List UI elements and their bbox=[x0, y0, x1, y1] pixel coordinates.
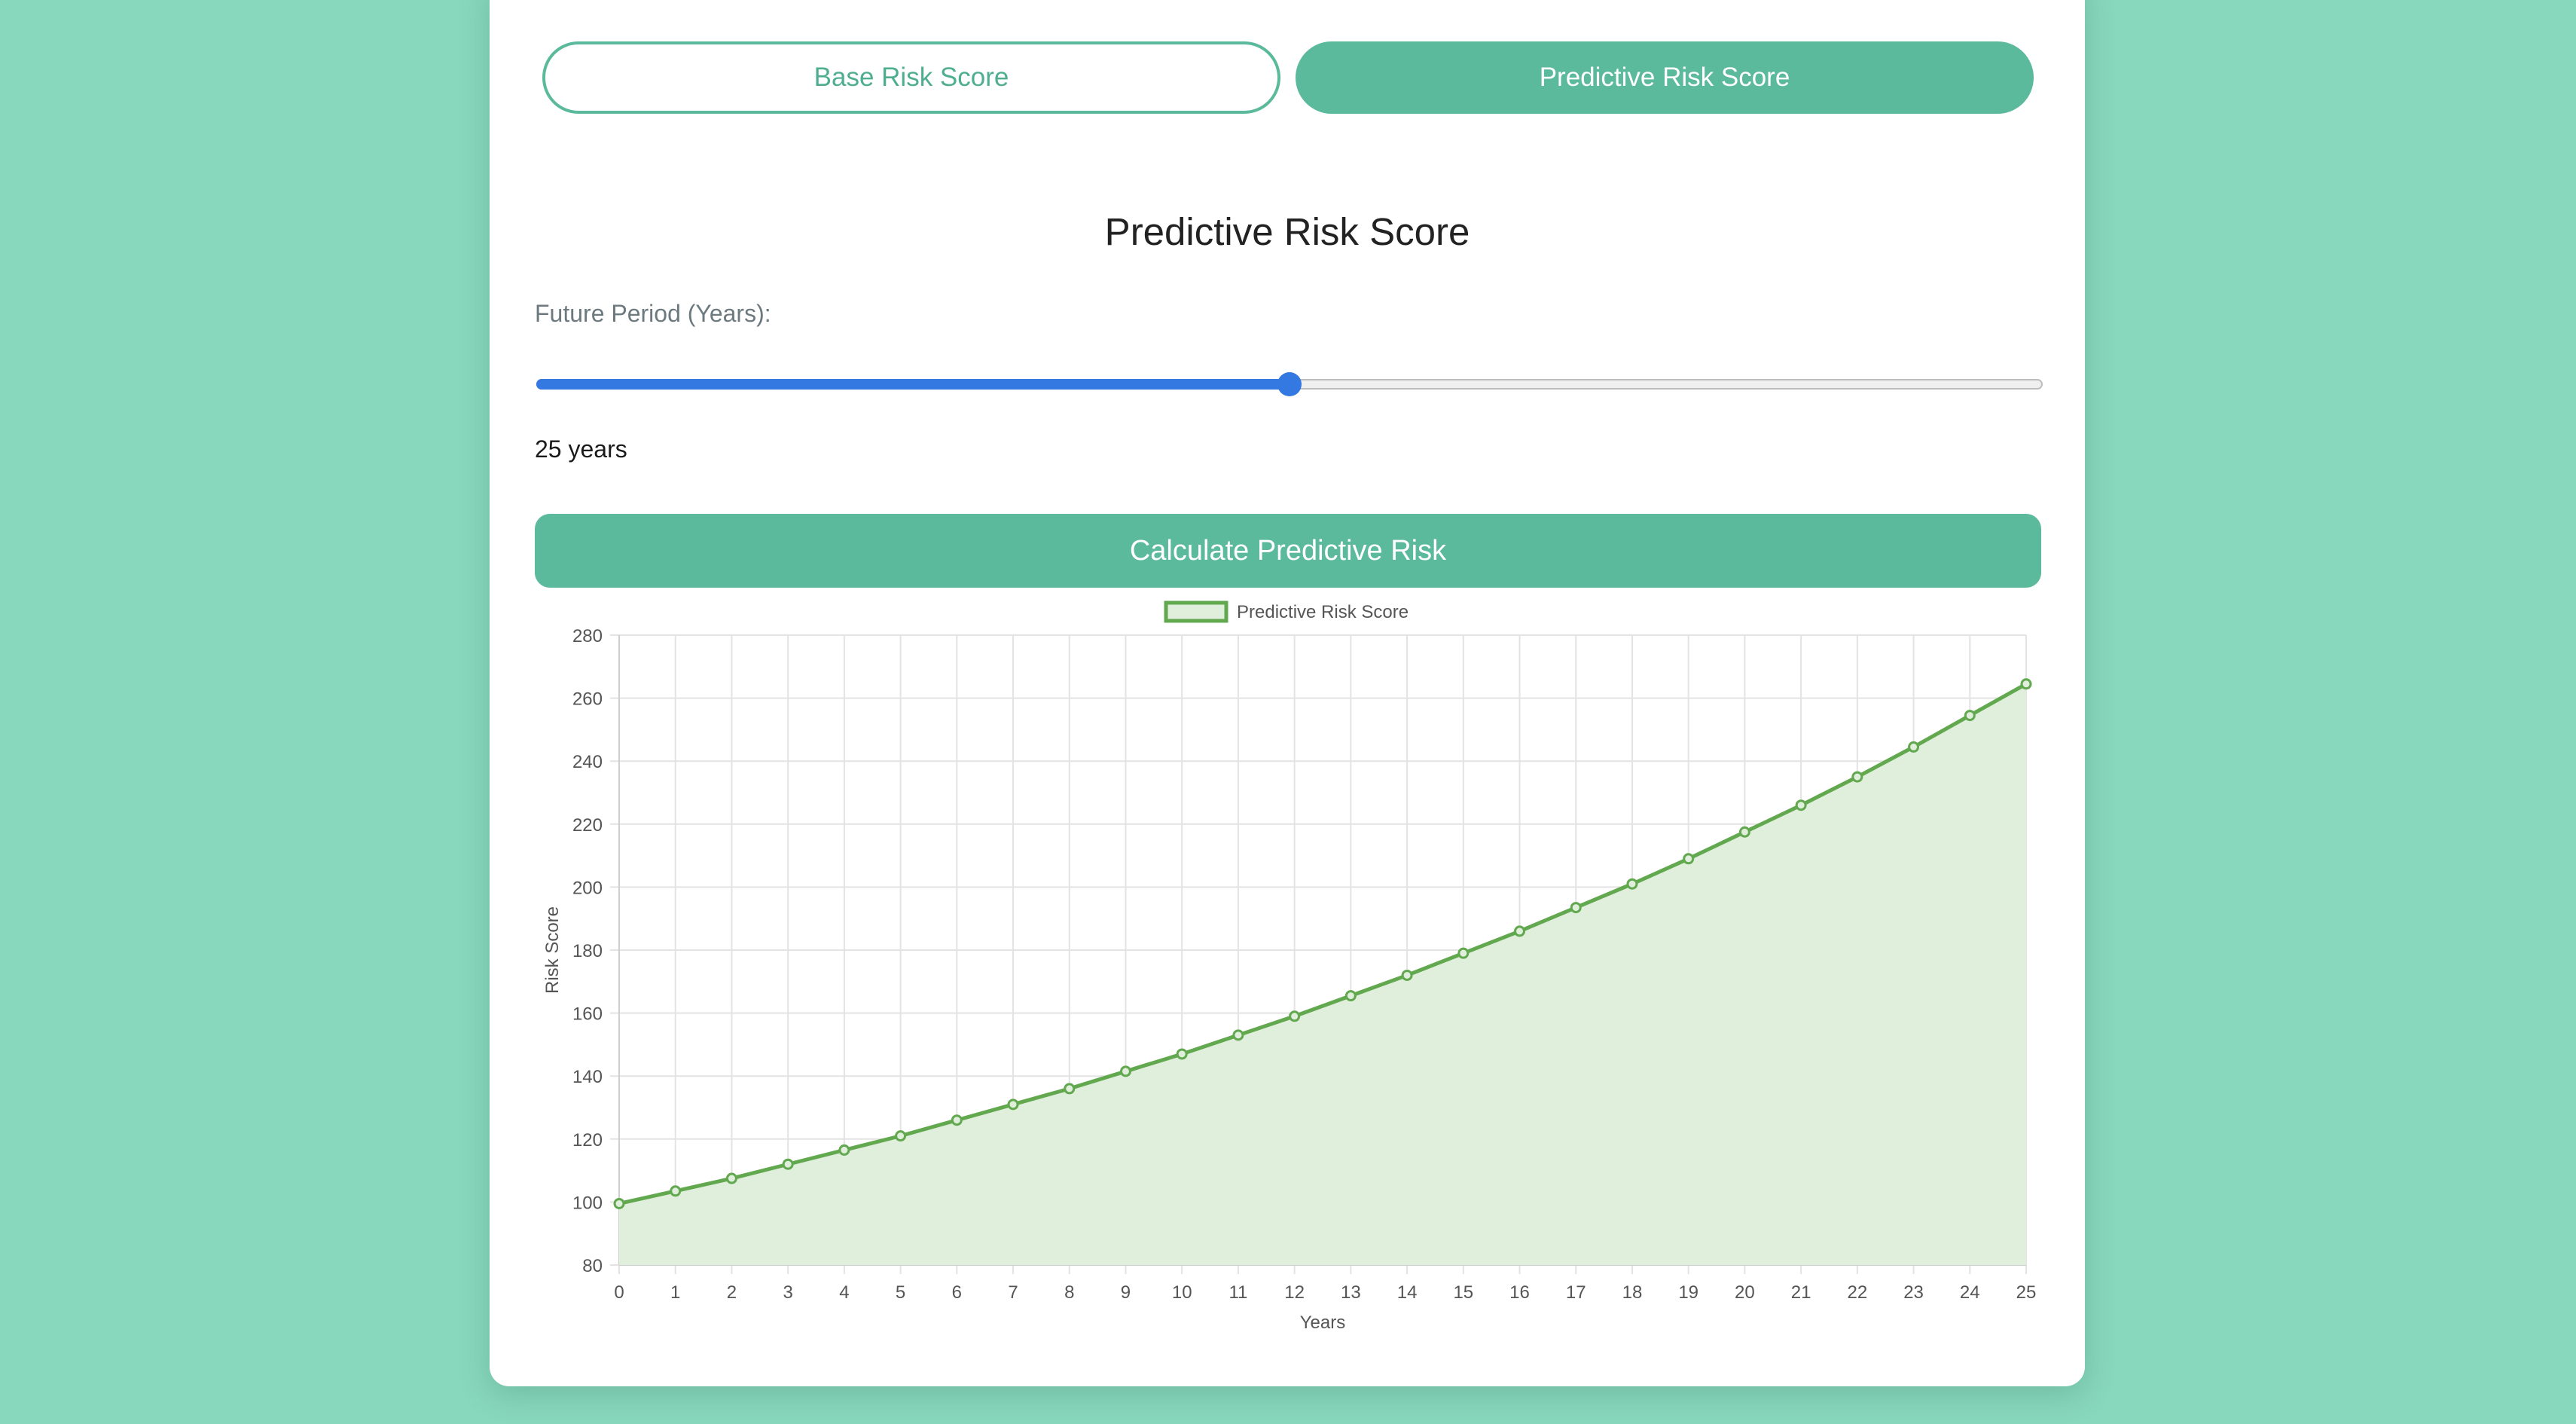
tab-base-risk-score[interactable]: Base Risk Score bbox=[542, 41, 1280, 114]
data-point bbox=[782, 1158, 794, 1170]
data-point bbox=[1683, 853, 1695, 865]
y-tick-label: 200 bbox=[572, 878, 603, 898]
y-tick-label: 120 bbox=[572, 1130, 603, 1151]
tab-predictive-risk-score[interactable]: Predictive Risk Score bbox=[1296, 41, 2034, 114]
x-axis-title: Years bbox=[1300, 1312, 1346, 1333]
x-tick-label: 6 bbox=[952, 1282, 962, 1303]
x-tick-label: 15 bbox=[1453, 1282, 1473, 1303]
x-tick-label: 3 bbox=[783, 1282, 792, 1303]
data-point bbox=[1176, 1048, 1188, 1060]
data-point bbox=[2020, 678, 2032, 690]
data-point bbox=[1570, 902, 1582, 914]
x-tick-label: 17 bbox=[1566, 1282, 1586, 1303]
y-tick-label: 100 bbox=[572, 1193, 603, 1213]
y-tick-label: 160 bbox=[572, 1004, 603, 1025]
data-point bbox=[1964, 710, 1976, 722]
data-point bbox=[725, 1172, 737, 1184]
legend-label: Predictive Risk Score bbox=[1237, 602, 1409, 622]
data-point bbox=[1851, 771, 1863, 783]
x-tick-label: 16 bbox=[1509, 1282, 1530, 1303]
data-point bbox=[895, 1130, 907, 1142]
y-tick-label: 80 bbox=[582, 1256, 603, 1276]
x-tick-label: 8 bbox=[1064, 1282, 1074, 1303]
slider-fill bbox=[536, 379, 1290, 390]
series-area-fill bbox=[619, 683, 2026, 1265]
x-tick-label: 18 bbox=[1622, 1282, 1643, 1303]
x-tick-label: 10 bbox=[1172, 1282, 1192, 1303]
future-period-label: Future Period (Years): bbox=[535, 300, 771, 327]
slider-thumb[interactable] bbox=[1277, 372, 1302, 396]
x-tick-label: 22 bbox=[1847, 1282, 1867, 1303]
data-point bbox=[670, 1185, 682, 1197]
data-point bbox=[1232, 1029, 1244, 1041]
y-axis-title: Risk Score bbox=[542, 906, 563, 994]
section-title: Predictive Risk Score bbox=[1104, 210, 1470, 253]
series-line bbox=[618, 682, 2028, 1206]
data-point bbox=[1457, 947, 1470, 959]
y-tick-label: 240 bbox=[572, 752, 603, 772]
x-tick-label: 4 bbox=[839, 1282, 849, 1303]
x-tick-label: 21 bbox=[1791, 1282, 1811, 1303]
x-tick-label: 23 bbox=[1903, 1282, 1924, 1303]
y-tick-label: 280 bbox=[572, 626, 603, 646]
x-tick-label: 14 bbox=[1397, 1282, 1418, 1303]
calculate-predictive-risk-button[interactable]: Calculate Predictive Risk bbox=[535, 514, 2041, 588]
x-tick-label: 20 bbox=[1735, 1282, 1755, 1303]
data-point bbox=[1064, 1083, 1076, 1095]
x-tick-label: 11 bbox=[1228, 1282, 1247, 1303]
x-tick-label: 12 bbox=[1284, 1282, 1305, 1303]
data-point bbox=[1908, 741, 1920, 753]
y-tick-label: 180 bbox=[572, 941, 603, 961]
data-point bbox=[951, 1114, 963, 1126]
data-point bbox=[1289, 1010, 1301, 1022]
data-point bbox=[1007, 1099, 1019, 1111]
y-tick-label: 260 bbox=[572, 689, 603, 710]
y-tick-label: 220 bbox=[572, 815, 603, 836]
data-point bbox=[613, 1197, 625, 1209]
x-tick-label: 24 bbox=[1960, 1282, 1980, 1303]
x-tick-label: 2 bbox=[727, 1282, 737, 1303]
x-tick-label: 13 bbox=[1341, 1282, 1361, 1303]
data-point bbox=[1344, 990, 1357, 1002]
x-tick-label: 25 bbox=[2016, 1282, 2037, 1303]
x-tick-label: 7 bbox=[1008, 1282, 1018, 1303]
y-tick-label: 140 bbox=[572, 1067, 603, 1087]
x-tick-label: 0 bbox=[614, 1282, 624, 1303]
x-tick-label: 5 bbox=[896, 1282, 905, 1303]
future-period-slider[interactable] bbox=[536, 372, 2043, 396]
data-point bbox=[1119, 1065, 1131, 1077]
data-point bbox=[1795, 799, 1807, 811]
legend-swatch bbox=[1164, 600, 1228, 623]
data-point bbox=[838, 1144, 850, 1156]
data-point bbox=[1401, 969, 1413, 981]
data-point bbox=[1738, 826, 1750, 838]
x-tick-label: 1 bbox=[670, 1282, 680, 1303]
x-tick-label: 19 bbox=[1678, 1282, 1699, 1303]
data-point bbox=[1626, 878, 1638, 890]
x-tick-label: 9 bbox=[1121, 1282, 1131, 1303]
data-point bbox=[1514, 925, 1526, 937]
future-period-value: 25 years bbox=[535, 435, 627, 463]
